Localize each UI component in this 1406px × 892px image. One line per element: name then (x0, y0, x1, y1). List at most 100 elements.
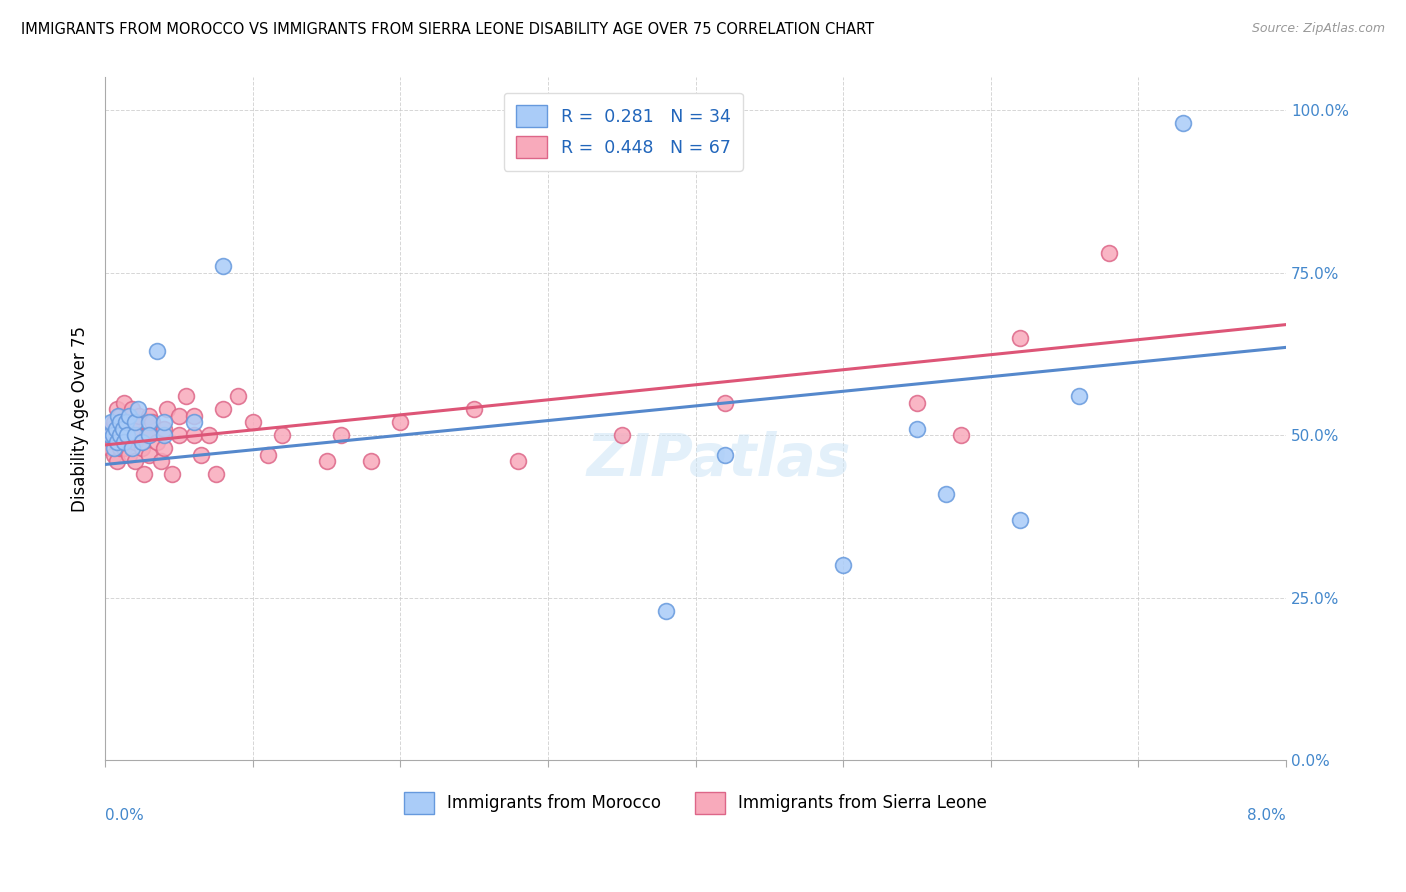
Point (122, 422, 145, 436)
Point (183, 409, 205, 423)
Text: 8.0%: 8.0% (1247, 808, 1286, 823)
Point (138, 448, 160, 462)
Point (389, 415, 412, 429)
Point (132, 467, 155, 482)
Point (463, 402, 485, 417)
Point (138, 415, 160, 429)
Point (108, 409, 131, 423)
Point (105, 434, 128, 449)
Point (131, 441, 153, 455)
Point (167, 428, 190, 442)
Text: ZIPatlas: ZIPatlas (586, 432, 852, 489)
Point (1098, 246, 1121, 260)
Point (104, 422, 127, 436)
Point (156, 402, 179, 417)
Point (124, 415, 146, 429)
Point (108, 415, 131, 429)
Point (205, 467, 228, 482)
Point (124, 454, 146, 468)
Point (105, 454, 128, 468)
Point (1010, 330, 1032, 344)
Point (197, 428, 219, 442)
Point (111, 428, 134, 442)
Point (1069, 389, 1091, 403)
Point (146, 343, 169, 358)
Point (138, 428, 160, 442)
Point (950, 428, 973, 442)
Point (117, 428, 139, 442)
Point (115, 422, 138, 436)
Point (271, 428, 294, 442)
Point (138, 428, 160, 442)
Point (120, 428, 142, 442)
Point (360, 454, 382, 468)
Point (610, 428, 633, 442)
Point (107, 422, 129, 436)
Point (160, 467, 183, 482)
Y-axis label: Disability Age Over 75: Disability Age Over 75 (72, 326, 89, 512)
Point (110, 415, 132, 429)
Text: 0.0%: 0.0% (105, 808, 143, 823)
Point (121, 441, 143, 455)
Point (118, 448, 141, 462)
Text: IMMIGRANTS FROM MOROCCO VS IMMIGRANTS FROM SIERRA LEONE DISABILITY AGE OVER 75 C: IMMIGRANTS FROM MOROCCO VS IMMIGRANTS FR… (21, 22, 875, 37)
Point (150, 454, 173, 468)
Point (101, 428, 124, 442)
Point (103, 415, 125, 429)
Point (124, 415, 146, 429)
Point (212, 259, 235, 273)
Point (141, 415, 163, 429)
Point (124, 434, 146, 449)
Point (112, 395, 135, 409)
Point (315, 454, 337, 468)
Point (330, 428, 353, 442)
Point (508, 454, 530, 468)
Point (242, 415, 264, 429)
Point (190, 448, 212, 462)
Point (905, 422, 928, 436)
Point (183, 415, 205, 429)
Point (153, 422, 176, 436)
Point (183, 428, 205, 442)
Point (1171, 116, 1194, 130)
Point (97, 428, 120, 442)
Point (108, 428, 131, 442)
Point (108, 441, 131, 455)
Point (131, 434, 153, 449)
Point (905, 395, 928, 409)
Point (212, 402, 235, 417)
Point (138, 409, 160, 423)
Point (226, 389, 249, 403)
Point (111, 422, 134, 436)
Point (104, 434, 127, 449)
Point (107, 409, 129, 423)
Point (135, 428, 157, 442)
Point (935, 486, 957, 500)
Point (153, 428, 176, 442)
Point (103, 441, 125, 455)
Point (127, 428, 149, 442)
Point (100, 415, 122, 429)
Point (153, 415, 176, 429)
Point (714, 395, 737, 409)
Point (98, 428, 121, 442)
Legend: Immigrants from Morocco, Immigrants from Sierra Leone: Immigrants from Morocco, Immigrants from… (398, 786, 994, 821)
Text: Source: ZipAtlas.com: Source: ZipAtlas.com (1251, 22, 1385, 36)
Point (118, 409, 141, 423)
Point (103, 448, 125, 462)
Point (124, 428, 146, 442)
Point (105, 402, 128, 417)
Point (832, 558, 855, 573)
Point (128, 409, 150, 423)
Point (115, 415, 138, 429)
Point (167, 409, 190, 423)
Point (117, 434, 139, 449)
Point (127, 402, 149, 417)
Point (714, 448, 737, 462)
Point (101, 428, 124, 442)
Point (146, 434, 169, 449)
Point (121, 402, 143, 417)
Point (100, 422, 122, 436)
Point (256, 448, 278, 462)
Point (153, 441, 176, 455)
